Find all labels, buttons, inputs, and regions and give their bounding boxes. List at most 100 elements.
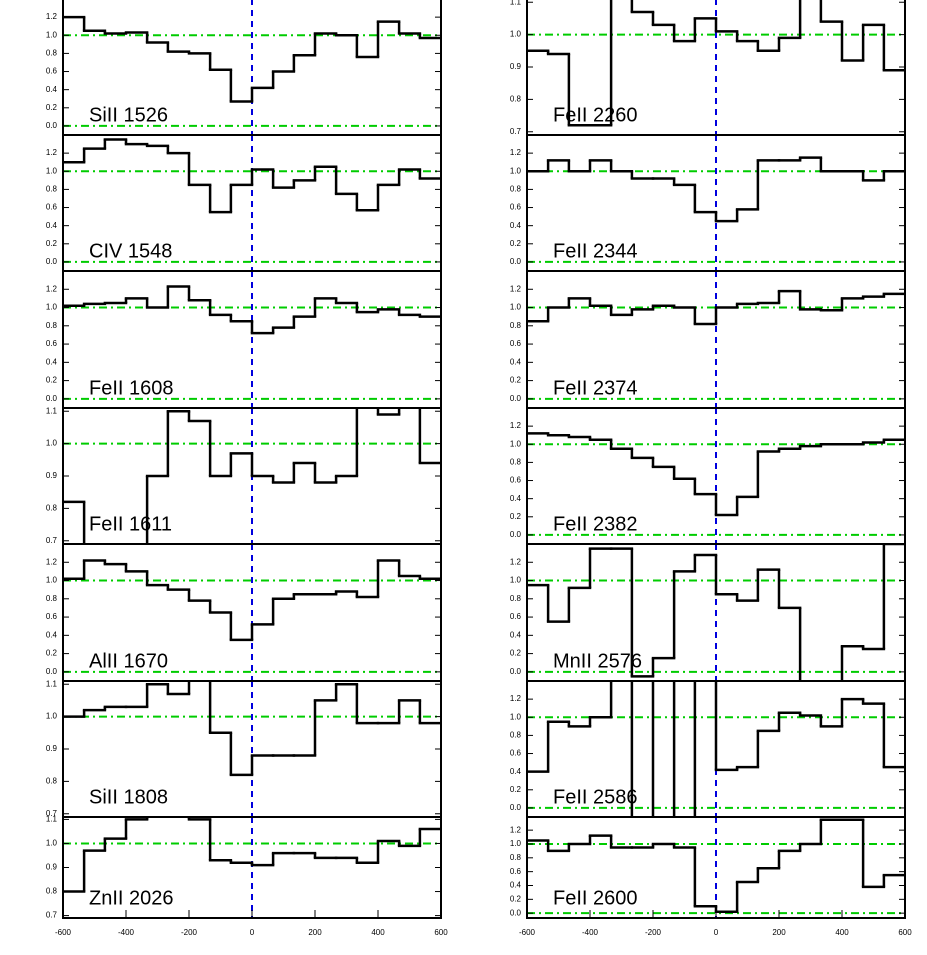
y-tick-label: 1.0 bbox=[46, 576, 58, 585]
y-tick-label: 1.0 bbox=[510, 166, 522, 175]
y-tick-label: 1.1 bbox=[46, 679, 58, 688]
panel bbox=[527, 135, 905, 271]
y-tick-label: 0.2 bbox=[46, 239, 58, 248]
y-tick-label: 1.2 bbox=[46, 12, 58, 21]
y-tick-label: 1.2 bbox=[510, 148, 522, 157]
panel-label: FeII 1608 bbox=[89, 377, 174, 399]
y-tick-label: 1.2 bbox=[46, 557, 58, 566]
y-tick-label: 0.2 bbox=[46, 103, 58, 112]
y-tick-label: 0.9 bbox=[46, 744, 58, 753]
y-tick-label: 0.6 bbox=[510, 612, 522, 621]
y-tick-label: 0.2 bbox=[46, 649, 58, 658]
panel-label: FeII 2586 bbox=[553, 786, 638, 808]
y-tick-label: 1.2 bbox=[510, 825, 522, 834]
y-tick-label: 1.1 bbox=[510, 0, 522, 6]
x-tick-label: 400 bbox=[371, 928, 385, 937]
panel-label: ZnII 2026 bbox=[89, 887, 174, 909]
y-tick-label: 1.0 bbox=[46, 30, 58, 39]
x-tick-label: -200 bbox=[181, 928, 198, 937]
panel bbox=[527, 408, 905, 544]
y-tick-label: 1.2 bbox=[46, 148, 58, 157]
y-tick-label: 0.0 bbox=[46, 394, 58, 403]
y-tick-label: 0.4 bbox=[510, 630, 522, 639]
panel-label: FeII 2374 bbox=[553, 377, 638, 399]
panel-label: FeII 1611 bbox=[89, 513, 172, 535]
y-tick-label: 0.8 bbox=[46, 887, 58, 896]
panel bbox=[63, 408, 441, 544]
y-tick-label: 1.0 bbox=[46, 712, 58, 721]
panel bbox=[527, 817, 905, 918]
y-tick-label: 0.0 bbox=[510, 257, 522, 266]
y-tick-label: 1.0 bbox=[510, 576, 522, 585]
y-tick-label: 1.1 bbox=[46, 815, 58, 824]
y-tick-label: 0.2 bbox=[510, 894, 522, 903]
y-tick-label: 0.6 bbox=[510, 867, 522, 876]
panel-label: SiII 1808 bbox=[89, 786, 168, 808]
y-tick-label: 0.0 bbox=[510, 908, 522, 917]
panel bbox=[63, 817, 441, 918]
x-tick-label: 0 bbox=[714, 928, 719, 937]
y-tick-label: 1.2 bbox=[510, 284, 522, 293]
y-tick-label: 0.0 bbox=[510, 667, 522, 676]
y-tick-label: 1.0 bbox=[510, 839, 522, 848]
y-tick-label: 1.0 bbox=[510, 712, 522, 721]
x-tick-label: 600 bbox=[898, 928, 912, 937]
x-tick-label: 200 bbox=[772, 928, 786, 937]
y-tick-label: 0.8 bbox=[46, 594, 58, 603]
y-tick-label: 0.8 bbox=[510, 94, 522, 103]
y-tick-label: 0.8 bbox=[46, 503, 58, 512]
x-tick-label: -200 bbox=[645, 928, 662, 937]
panel bbox=[527, 0, 905, 135]
y-tick-label: 0.7 bbox=[510, 127, 522, 136]
y-tick-label: 1.2 bbox=[46, 284, 58, 293]
y-tick-label: 0.8 bbox=[510, 458, 522, 467]
y-tick-label: 1.0 bbox=[510, 30, 522, 39]
y-tick-label: 0.9 bbox=[510, 62, 522, 71]
y-tick-label: 0.2 bbox=[510, 649, 522, 658]
y-tick-label: 0.6 bbox=[510, 339, 522, 348]
x-tick-label: -400 bbox=[582, 928, 599, 937]
x-tick-label: -600 bbox=[55, 928, 72, 937]
y-tick-label: 0.6 bbox=[46, 339, 58, 348]
y-tick-label: 0.8 bbox=[510, 321, 522, 330]
panel bbox=[527, 544, 905, 681]
x-tick-label: 0 bbox=[250, 928, 255, 937]
panel bbox=[63, 271, 441, 408]
y-tick-label: 0.8 bbox=[510, 594, 522, 603]
y-tick-label: 0.7 bbox=[46, 911, 58, 920]
panel bbox=[527, 271, 905, 408]
panel-label: AlII 1670 bbox=[89, 650, 168, 672]
y-tick-label: 0.4 bbox=[510, 494, 522, 503]
panel-label: FeII 2600 bbox=[553, 887, 638, 909]
y-tick-label: 0.2 bbox=[510, 512, 522, 521]
y-tick-label: 0.4 bbox=[46, 357, 58, 366]
panel-label: FeII 2260 bbox=[553, 104, 638, 126]
y-tick-label: 0.8 bbox=[510, 731, 522, 740]
y-tick-label: 1.0 bbox=[46, 303, 58, 312]
y-tick-label: 0.8 bbox=[510, 185, 522, 194]
x-tick-label: 600 bbox=[434, 928, 448, 937]
y-tick-label: 0.6 bbox=[510, 203, 522, 212]
y-tick-label: 0.4 bbox=[510, 881, 522, 890]
y-tick-label: 0.9 bbox=[46, 471, 58, 480]
x-tick-label: -600 bbox=[519, 928, 536, 937]
panel-label: CIV 1548 bbox=[89, 240, 172, 262]
y-tick-label: 0.4 bbox=[510, 357, 522, 366]
y-tick-label: 1.2 bbox=[510, 557, 522, 566]
y-tick-label: 0.6 bbox=[510, 476, 522, 485]
y-tick-label: 0.7 bbox=[46, 809, 58, 818]
y-tick-label: 0.2 bbox=[46, 376, 58, 385]
x-tick-label: -400 bbox=[118, 928, 135, 937]
y-tick-label: 0.0 bbox=[510, 530, 522, 539]
y-tick-label: 0.4 bbox=[46, 630, 58, 639]
y-tick-label: 0.8 bbox=[46, 49, 58, 58]
y-tick-label: 1.0 bbox=[46, 839, 58, 848]
x-tick-label: 400 bbox=[835, 928, 849, 937]
y-tick-label: 0.2 bbox=[510, 785, 522, 794]
y-tick-label: 1.0 bbox=[46, 166, 58, 175]
y-tick-label: 0.0 bbox=[46, 121, 58, 130]
y-tick-label: 0.4 bbox=[510, 767, 522, 776]
y-tick-label: 0.8 bbox=[46, 185, 58, 194]
y-tick-label: 0.8 bbox=[510, 853, 522, 862]
y-tick-label: 0.0 bbox=[46, 257, 58, 266]
